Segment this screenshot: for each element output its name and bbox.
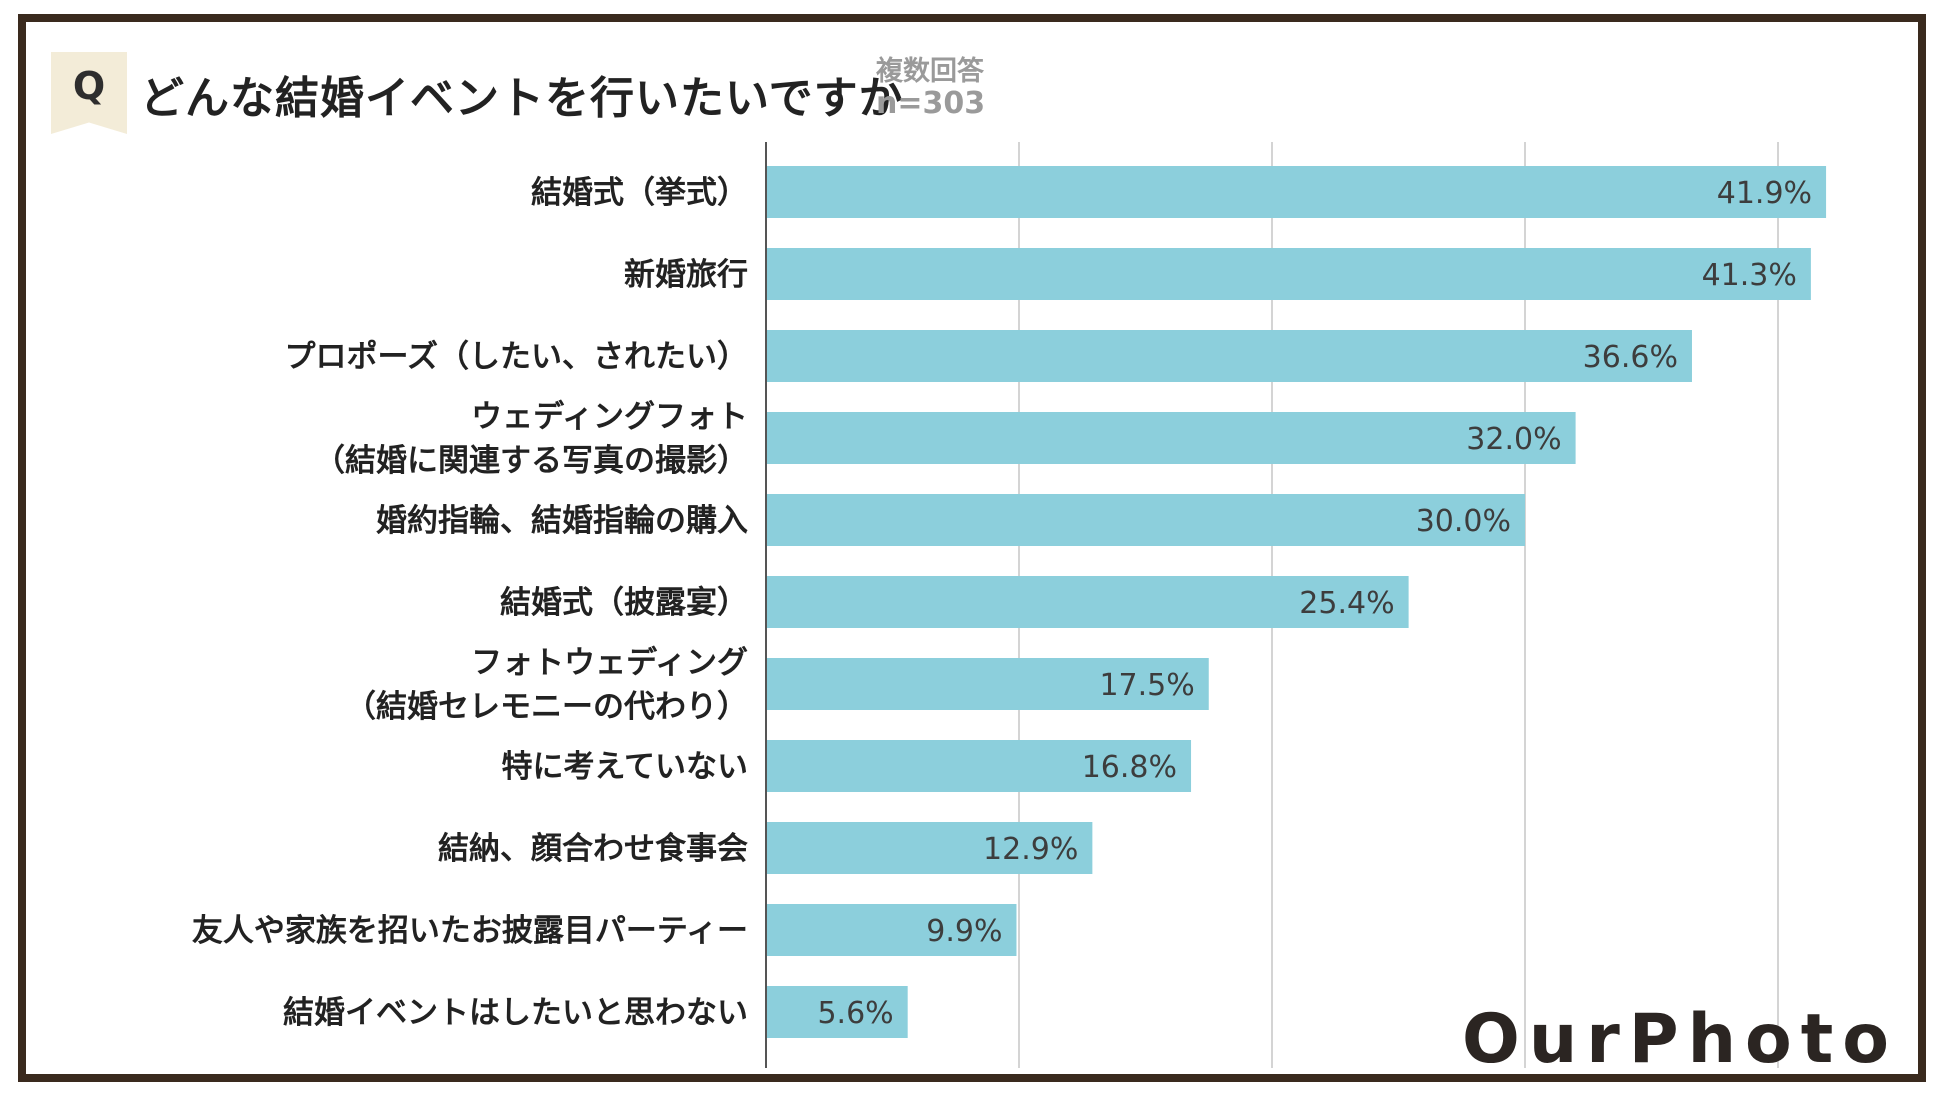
category-label-10: 結婚イベントはしたいと思わない	[283, 995, 748, 1031]
bar-value-label-5: 25.4%	[1299, 586, 1394, 621]
bar-9	[766, 904, 1017, 956]
bar-8	[766, 822, 1093, 874]
bar-value-label-1: 41.3%	[1702, 258, 1797, 293]
bar-value-label-0: 41.9%	[1717, 176, 1812, 211]
question-badge: Q	[51, 52, 127, 134]
category-label-8: 結納、顔合わせ食事会	[438, 831, 748, 867]
bar-10	[766, 986, 908, 1038]
category-label-2: プロポーズ（したい、されたい）	[285, 339, 748, 375]
ourphoto-logo: OurPhoto	[1462, 1000, 1898, 1079]
bar-value-label-2: 36.6%	[1583, 340, 1678, 375]
category-label-7: 特に考えていない	[502, 749, 748, 785]
category-label-0: 結婚式（挙式）	[531, 175, 748, 211]
bar-2	[766, 330, 1692, 382]
note-multiple-answers: 複数回答	[876, 56, 984, 87]
category-label-6-line-0: フォトウェディング	[471, 645, 748, 681]
bar-0	[766, 166, 1827, 218]
bar-7	[766, 740, 1192, 792]
bar-1	[766, 248, 1811, 300]
bar-value-label-10: 5.6%	[817, 996, 893, 1031]
category-label-3-line-1: （結婚に関連する写真の撮影）	[314, 443, 748, 479]
bar-value-label-6: 17.5%	[1099, 668, 1194, 703]
bar-value-label-4: 30.0%	[1416, 504, 1511, 539]
bar-3	[766, 412, 1576, 464]
category-label-9: 友人や家族を招いたお披露目パーティー	[192, 913, 748, 949]
bar-value-label-3: 32.0%	[1466, 422, 1561, 457]
sample-note: 複数回答 n=303	[876, 56, 985, 122]
bar-value-label-7: 16.8%	[1082, 750, 1177, 785]
category-label-3-line-0: ウェディングフォト	[471, 399, 748, 435]
bar-4	[766, 494, 1525, 546]
category-label-1: 新婚旅行	[624, 257, 748, 293]
category-label-6-line-1: （結婚セレモニーの代わり）	[345, 689, 748, 725]
bar-6	[766, 658, 1209, 710]
bar-5	[766, 576, 1409, 628]
chart-title: どんな結婚イベントを行いたいですか	[140, 73, 904, 124]
bar-value-label-8: 12.9%	[983, 832, 1078, 867]
note-sample-size: n=303	[876, 86, 986, 122]
category-label-5: 結婚式（披露宴）	[500, 585, 748, 621]
category-label-4: 婚約指輪、結婚指輪の購入	[376, 503, 748, 539]
bar-value-label-9: 9.9%	[926, 914, 1002, 949]
